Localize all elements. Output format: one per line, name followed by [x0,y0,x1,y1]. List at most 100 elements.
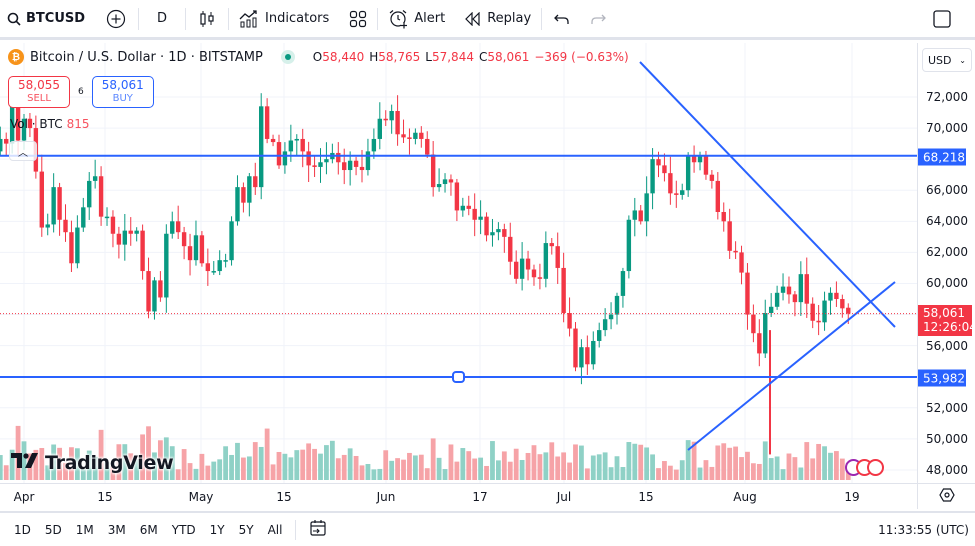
separator [185,7,187,30]
low-value: 57,844 [431,50,474,64]
change-value: −369 (−0.63%) [534,50,629,64]
replay-label: Replay [487,11,532,26]
alert-icon [388,9,408,29]
volume-label: Vol · BTC [10,117,63,131]
chart-type-button[interactable] [186,0,228,39]
range-button-1y[interactable]: 1Y [209,522,225,537]
replay-icon [465,11,481,26]
undo-icon [554,12,570,26]
time-axis[interactable]: Apr 15 May 15 Jun 17 Jul 15 Aug 19 [0,483,917,509]
layouts-button[interactable] [339,0,377,39]
range-button-1d[interactable]: 1D [14,522,31,537]
replay-button[interactable]: Replay [455,0,541,39]
indicators-button[interactable]: Indicators [229,0,339,39]
high-key: H [369,50,379,64]
time-tick: 17 [472,490,488,504]
search-icon [7,12,21,26]
volume-legend: Vol · BTC 815 [10,117,90,131]
range-button-5d[interactable]: 5D [44,522,62,537]
market-open-status-icon [280,50,295,64]
sell-button[interactable]: 58,055 SELL [8,76,70,108]
price-tick: 50,000 [926,431,968,446]
tradingview-logo-icon [11,451,41,474]
separator [138,7,140,30]
close-value: 58,061 [487,50,530,64]
price-axis[interactable]: USD ⌄ 72,000 70,000 66,000 64,000 62,000 60,0… [917,43,975,483]
fullscreen-button[interactable] [923,0,961,39]
redo-icon [590,12,607,26]
price-tick: 72,000 [926,90,968,104]
time-tick: Jun [376,490,396,504]
time-tick: 19 [844,490,860,504]
fullscreen-icon [932,9,952,29]
support-price-label: 53,982 [918,369,966,387]
range-buttons: 1D 5D 1M 3M 6M YTD 1Y 5Y All [0,523,289,537]
buy-button[interactable]: 58,061 BUY [91,76,154,108]
currency-select[interactable]: USD ⌄ [922,48,972,72]
price-tick: 62,000 [926,245,968,260]
range-button-all[interactable]: All [267,522,283,537]
symbol-title[interactable]: Bitcoin / U.S. Dollar · 1D · BITSTAMP [30,49,263,65]
range-button-ytd[interactable]: YTD [171,522,196,537]
bitcoin-logo-icon: ₿ [8,49,24,65]
resistance-price-label: 68,218 [918,148,966,166]
price-tick: 52,000 [926,400,968,415]
chart-pane[interactable]: ₿ Bitcoin / U.S. Dollar · 1D · BITSTAMP … [0,43,917,483]
alert-button[interactable]: Alert [378,0,455,39]
high-value: 58,765 [378,50,421,64]
settings-hexagon-icon [938,487,955,507]
low-key: L [425,50,432,64]
last-price-value: 58,061 [923,306,965,320]
go-to-date-button[interactable] [302,519,334,540]
utc-clock[interactable]: 11:33:55 (UTC) [878,522,969,537]
chart-legend: ₿ Bitcoin / U.S. Dollar · 1D · BITSTAMP … [8,49,629,65]
tradingview-logo[interactable]: TradingView [11,451,174,474]
chart-settings-button[interactable] [917,483,975,509]
separator [228,7,230,30]
close-key: C [478,50,488,64]
alert-label: Alert [414,11,446,26]
open-key: O [312,50,323,64]
time-tick: Aug [733,490,757,504]
time-tick: 15 [97,490,113,504]
sell-label: SELL [27,93,51,104]
range-button-5y[interactable]: 5Y [238,522,254,537]
trade-buttons: 58,055 SELL 6 58,061 BUY [8,76,154,108]
price-tick: 66,000 [926,183,968,198]
last-price-label: 58,061 12:26:04 [918,305,975,336]
interval-button[interactable]: D [157,11,168,26]
sell-price: 58,055 [18,78,60,92]
time-tick: May [188,490,214,504]
symbol-search-button[interactable]: BTCUSD [0,0,94,39]
economic-events [845,459,884,476]
range-button-3m[interactable]: 3M [107,522,126,537]
event-marker-us-flag-icon[interactable] [867,459,884,476]
time-tick: Jul [556,490,572,504]
add-symbol-icon [106,9,126,29]
time-tick: Apr [13,490,35,504]
chevron-down-icon: ⌄ [959,55,966,65]
layouts-icon [349,10,367,28]
compare-symbol-button[interactable] [94,0,138,39]
spread-value: 6 [78,87,84,97]
open-value: 58,440 [322,50,365,64]
top-toolbar: BTCUSD D Indicators Alert Replay [0,0,975,40]
price-tick: 60,000 [926,276,968,291]
bottom-toolbar: 1D 5D 1M 3M 6M YTD 1Y 5Y All 11:33:55 (UTC) [0,511,975,546]
separator [295,519,297,540]
candles-icon [199,10,215,28]
price-tick: 64,000 [926,214,968,229]
separator [377,7,379,30]
indicators-label: Indicators [265,11,330,26]
chevron-up-icon: ︿ [18,147,28,159]
currency-value: USD [928,53,952,67]
ohlc-values: O58,440 H58,765 L57,844 C58,061 −369 (−0… [313,50,629,64]
range-button-6m[interactable]: 6M [139,522,158,537]
redo-button[interactable] [582,0,614,39]
price-tick: 48,000 [926,462,968,477]
symbol-name: BTCUSD [26,11,86,26]
candlestick-chart[interactable] [0,43,917,483]
undo-button[interactable] [542,0,582,39]
collapse-legend-button[interactable]: ︿ [9,141,37,161]
range-button-1m[interactable]: 1M [75,522,94,537]
